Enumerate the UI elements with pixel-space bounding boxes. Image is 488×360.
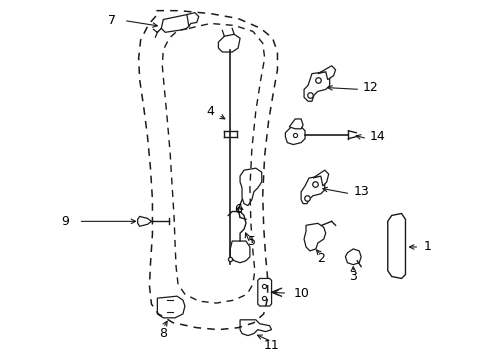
Text: 3: 3 (348, 270, 357, 283)
Text: 5: 5 (247, 235, 255, 248)
Polygon shape (301, 176, 324, 204)
Polygon shape (312, 170, 328, 186)
Polygon shape (157, 296, 184, 318)
Text: 6: 6 (234, 203, 242, 216)
Text: 7: 7 (108, 14, 116, 27)
Polygon shape (257, 278, 271, 306)
Text: 8: 8 (159, 327, 167, 340)
Polygon shape (161, 15, 190, 32)
Polygon shape (387, 213, 405, 278)
Text: 10: 10 (293, 287, 308, 300)
Polygon shape (285, 127, 305, 145)
Text: 14: 14 (369, 130, 385, 143)
Polygon shape (218, 34, 240, 52)
Text: 11: 11 (263, 339, 279, 352)
Polygon shape (138, 216, 151, 226)
Polygon shape (289, 119, 303, 129)
Text: 12: 12 (363, 81, 378, 94)
Polygon shape (186, 13, 198, 26)
Text: 4: 4 (206, 105, 214, 118)
Polygon shape (317, 66, 335, 80)
Text: 13: 13 (352, 185, 368, 198)
Polygon shape (240, 168, 261, 206)
Text: 2: 2 (316, 252, 324, 265)
Polygon shape (230, 241, 249, 263)
Text: 1: 1 (422, 240, 430, 253)
Text: 9: 9 (61, 215, 69, 228)
Polygon shape (304, 223, 325, 251)
Polygon shape (240, 320, 271, 336)
Polygon shape (304, 72, 329, 101)
Polygon shape (345, 249, 361, 265)
